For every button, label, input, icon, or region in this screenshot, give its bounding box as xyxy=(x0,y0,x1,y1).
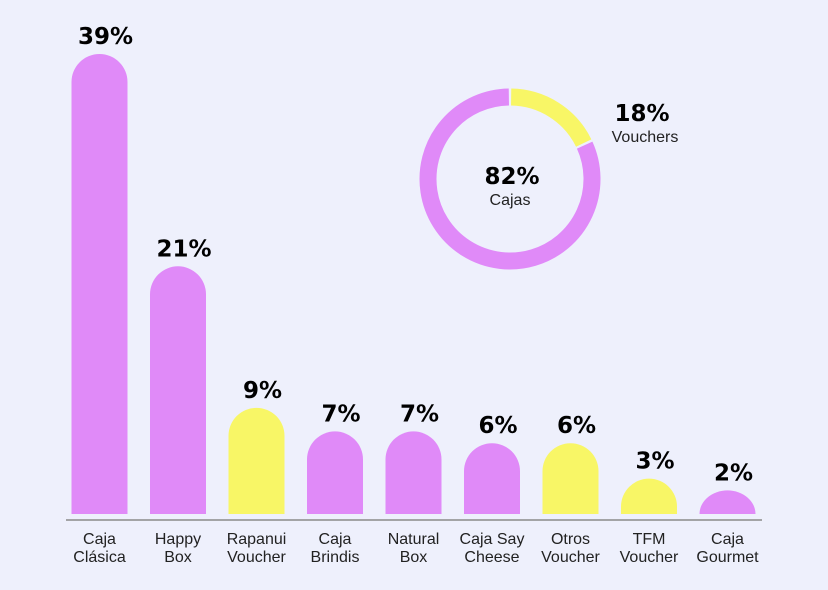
bar-4 xyxy=(307,431,363,514)
category-label: Caja Gourmet xyxy=(696,531,759,566)
bar-7 xyxy=(542,443,599,514)
bar-2 xyxy=(150,266,206,514)
bar-5 xyxy=(385,431,442,514)
donut-slice-vouchers xyxy=(510,88,592,148)
bar-value-label: 6% xyxy=(478,413,517,439)
category-label: Caja Brindis xyxy=(311,531,360,566)
bar-chart: 39% 21% 9% 7% 7% 6% 6% 3% 2% xyxy=(71,24,756,514)
bar-value-label: 21% xyxy=(156,236,211,262)
donut-vouchers-label: Vouchers xyxy=(612,129,679,146)
category-label: Rapanui Voucher xyxy=(227,531,287,566)
donut-center-value: 82% xyxy=(484,164,539,190)
donut-chart: 82% Cajas 18% Vouchers xyxy=(419,88,679,270)
category-label: Happy Box xyxy=(155,531,201,566)
category-label: Caja Clásica xyxy=(73,531,126,566)
bar-9 xyxy=(699,490,756,514)
bar-value-label: 6% xyxy=(557,413,596,439)
category-label: Natural Box xyxy=(388,531,440,566)
category-label: Otros Voucher xyxy=(541,531,600,566)
donut-slice-cajas xyxy=(419,88,601,270)
donut-center-label: Cajas xyxy=(490,192,531,209)
category-label: TFM Voucher xyxy=(620,531,679,566)
bar-8 xyxy=(621,478,677,514)
bar-value-label: 3% xyxy=(635,449,674,475)
bar-value-label: 39% xyxy=(78,24,133,50)
bar-value-label: 7% xyxy=(321,401,360,427)
category-labels: Caja Clásica Happy Box Rapanui Voucher Caja Bri… xyxy=(73,531,759,566)
bar-value-label: 2% xyxy=(714,460,753,486)
bar-3 xyxy=(228,407,285,514)
category-label: Caja Say Cheese xyxy=(460,531,525,566)
bar-value-label: 7% xyxy=(400,401,439,427)
bar-6 xyxy=(464,443,520,514)
donut-vouchers-value: 18% xyxy=(614,101,669,127)
bar-value-label: 9% xyxy=(243,378,282,404)
bar-1 xyxy=(71,54,128,514)
